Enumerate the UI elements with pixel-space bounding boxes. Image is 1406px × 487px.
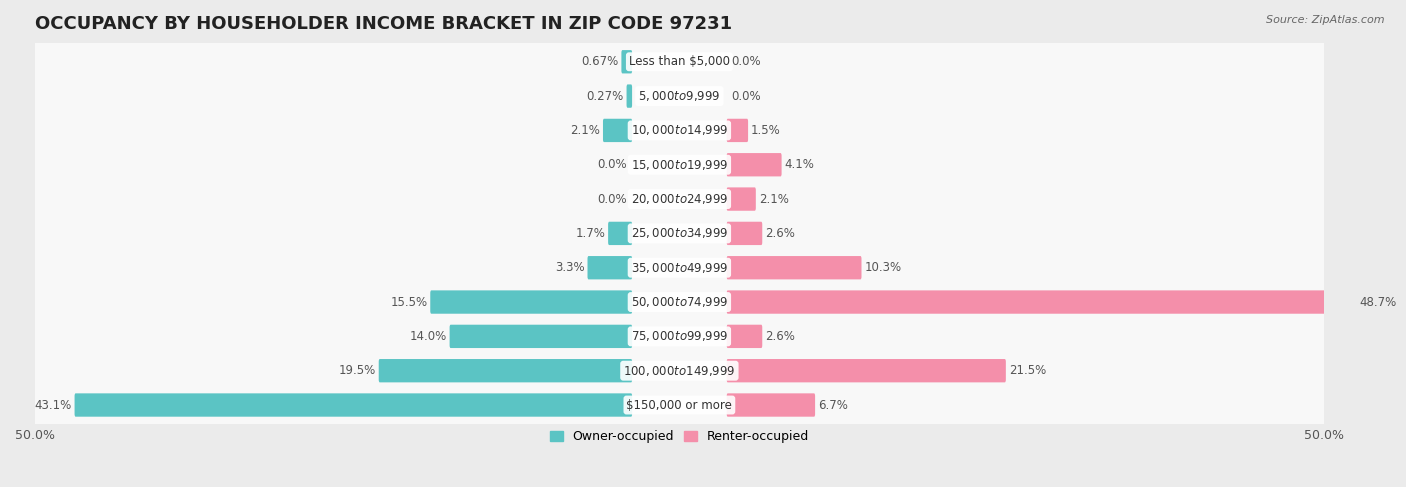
FancyBboxPatch shape [430, 290, 633, 314]
Text: $5,000 to $9,999: $5,000 to $9,999 [638, 89, 721, 103]
FancyBboxPatch shape [75, 393, 633, 417]
Text: 48.7%: 48.7% [1360, 296, 1396, 309]
Text: $15,000 to $19,999: $15,000 to $19,999 [631, 158, 728, 172]
Text: $75,000 to $99,999: $75,000 to $99,999 [631, 329, 728, 343]
Text: $150,000 or more: $150,000 or more [627, 398, 733, 412]
FancyBboxPatch shape [627, 84, 633, 108]
FancyBboxPatch shape [727, 187, 756, 211]
Text: 2.1%: 2.1% [759, 192, 789, 206]
Text: 0.27%: 0.27% [586, 90, 624, 103]
Text: 2.1%: 2.1% [571, 124, 600, 137]
Text: $100,000 to $149,999: $100,000 to $149,999 [623, 364, 735, 378]
Text: 6.7%: 6.7% [818, 398, 848, 412]
Text: 4.1%: 4.1% [785, 158, 814, 171]
Text: Less than $5,000: Less than $5,000 [628, 55, 730, 68]
FancyBboxPatch shape [588, 256, 633, 280]
FancyBboxPatch shape [727, 256, 862, 280]
FancyBboxPatch shape [34, 110, 1324, 150]
Text: 2.6%: 2.6% [765, 330, 794, 343]
Text: $50,000 to $74,999: $50,000 to $74,999 [631, 295, 728, 309]
Text: $10,000 to $14,999: $10,000 to $14,999 [631, 123, 728, 137]
Text: Source: ZipAtlas.com: Source: ZipAtlas.com [1267, 15, 1385, 25]
FancyBboxPatch shape [34, 282, 1324, 322]
FancyBboxPatch shape [34, 145, 1324, 185]
Text: OCCUPANCY BY HOUSEHOLDER INCOME BRACKET IN ZIP CODE 97231: OCCUPANCY BY HOUSEHOLDER INCOME BRACKET … [35, 15, 733, 33]
FancyBboxPatch shape [603, 119, 633, 142]
Text: $25,000 to $34,999: $25,000 to $34,999 [631, 226, 728, 241]
Text: $20,000 to $24,999: $20,000 to $24,999 [631, 192, 728, 206]
Text: 0.0%: 0.0% [731, 55, 761, 68]
FancyBboxPatch shape [34, 76, 1324, 116]
FancyBboxPatch shape [727, 222, 762, 245]
Text: 0.0%: 0.0% [598, 158, 627, 171]
Text: 3.3%: 3.3% [555, 261, 585, 274]
FancyBboxPatch shape [378, 359, 633, 382]
Text: 0.67%: 0.67% [581, 55, 619, 68]
FancyBboxPatch shape [34, 385, 1324, 425]
Text: 14.0%: 14.0% [409, 330, 447, 343]
Text: 21.5%: 21.5% [1008, 364, 1046, 377]
FancyBboxPatch shape [34, 41, 1324, 82]
FancyBboxPatch shape [727, 393, 815, 417]
Text: 43.1%: 43.1% [35, 398, 72, 412]
Text: 1.5%: 1.5% [751, 124, 780, 137]
FancyBboxPatch shape [727, 290, 1357, 314]
FancyBboxPatch shape [34, 213, 1324, 254]
Text: 0.0%: 0.0% [731, 90, 761, 103]
FancyBboxPatch shape [34, 247, 1324, 288]
FancyBboxPatch shape [450, 325, 633, 348]
Text: $35,000 to $49,999: $35,000 to $49,999 [631, 261, 728, 275]
FancyBboxPatch shape [609, 222, 633, 245]
Text: 15.5%: 15.5% [391, 296, 427, 309]
FancyBboxPatch shape [727, 359, 1005, 382]
Text: 0.0%: 0.0% [598, 192, 627, 206]
FancyBboxPatch shape [727, 119, 748, 142]
FancyBboxPatch shape [621, 50, 633, 74]
FancyBboxPatch shape [34, 351, 1324, 391]
Text: 10.3%: 10.3% [865, 261, 901, 274]
Text: 1.7%: 1.7% [575, 227, 606, 240]
FancyBboxPatch shape [34, 179, 1324, 219]
Text: 19.5%: 19.5% [339, 364, 375, 377]
FancyBboxPatch shape [727, 153, 782, 176]
FancyBboxPatch shape [727, 325, 762, 348]
Text: 2.6%: 2.6% [765, 227, 794, 240]
Legend: Owner-occupied, Renter-occupied: Owner-occupied, Renter-occupied [546, 425, 814, 448]
FancyBboxPatch shape [34, 316, 1324, 356]
